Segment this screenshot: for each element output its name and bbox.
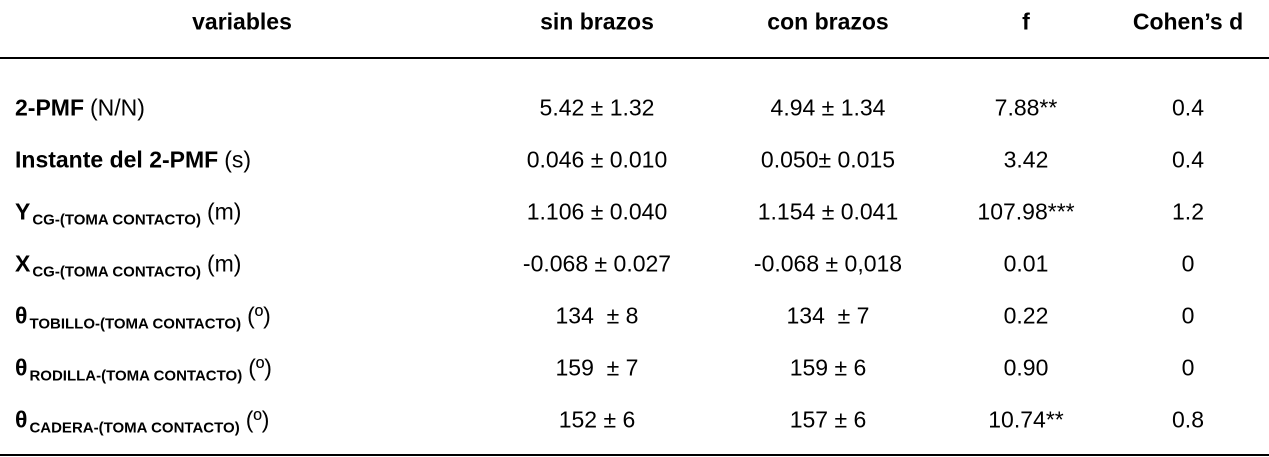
row-label: θ RODILLA-(TOMA CONTACTO) (º): [15, 354, 272, 385]
bottom-rule: [0, 454, 1269, 456]
column-header: Cohen’s d: [1132, 8, 1244, 35]
label-unit: (s): [224, 146, 252, 173]
label-main: θ: [15, 406, 28, 433]
table-cell: -0.068 ± 0,018: [753, 250, 903, 277]
table-cell: 1.106 ± 0.040: [526, 198, 668, 225]
table-cell: 0.22: [1003, 302, 1049, 329]
table-cell: 0: [1181, 250, 1195, 277]
label-main: θ: [15, 302, 28, 329]
label-main: Instante del 2-PMF: [15, 146, 219, 173]
label-unit: (º): [245, 406, 270, 433]
table-cell: 0: [1181, 302, 1195, 329]
label-unit: (º): [247, 302, 271, 329]
label-unit: (º): [248, 354, 272, 381]
table-cell: 0.4: [1172, 146, 1204, 173]
table-cell: 0.90: [1003, 354, 1049, 381]
label-unit: (N/N): [90, 94, 145, 121]
table-cell: 159 ± 7: [555, 354, 639, 381]
label-main: X: [15, 250, 31, 277]
table-cell: 152 ± 6: [558, 406, 636, 433]
row-label: X CG-(TOMA CONTACTO) (m): [15, 250, 242, 281]
row-label: 2-PMF (N/N): [15, 95, 145, 122]
label-subscript: TOBILLO-(TOMA CONTACTO): [29, 315, 242, 333]
label-main: θ: [15, 354, 28, 381]
label-unit: (m): [206, 250, 242, 277]
table-cell: 4.94 ± 1.34: [770, 94, 886, 121]
table-cell: 10.74**: [988, 406, 1064, 433]
label-main: 2-PMF: [15, 94, 84, 121]
table-cell: 5.42 ± 1.32: [539, 94, 655, 121]
table-cell: 0.8: [1172, 406, 1204, 433]
row-label: θ CADERA-(TOMA CONTACTO) (º): [15, 406, 270, 437]
table-cell: 107.98***: [977, 198, 1075, 225]
column-header: f: [1022, 8, 1030, 35]
table-cell: 0.046 ± 0.010: [526, 146, 668, 173]
label-subscript: CG-(TOMA CONTACTO): [32, 263, 201, 281]
table-cell: 3.42: [1003, 146, 1049, 173]
table-cell: 1.154 ± 0.041: [757, 198, 899, 225]
column-header: con brazos: [767, 8, 889, 35]
row-label: Y CG-(TOMA CONTACTO) (m): [15, 198, 242, 229]
table-cell: 0.050± 0.015: [760, 146, 896, 173]
label-unit: (m): [206, 198, 242, 225]
table-cell: 134 ± 7: [786, 302, 870, 329]
table-cell: 0.4: [1172, 94, 1204, 121]
table-cell: 159 ± 6: [789, 354, 867, 381]
label-subscript: CG-(TOMA CONTACTO): [32, 211, 201, 229]
table-cell: 1.2: [1172, 198, 1204, 225]
label-main: Y: [15, 198, 31, 225]
table-cell: -0.068 ± 0.027: [522, 250, 672, 277]
table-cell: 0.01: [1003, 250, 1049, 277]
table-cell: 7.88**: [994, 94, 1058, 121]
table-cell: 157 ± 6: [789, 406, 867, 433]
label-subscript: RODILLA-(TOMA CONTACTO): [29, 367, 243, 385]
table-cell: 0: [1181, 354, 1195, 381]
column-header: variables: [192, 8, 292, 35]
row-label: θ TOBILLO-(TOMA CONTACTO) (º): [15, 302, 271, 333]
label-subscript: CADERA-(TOMA CONTACTO): [29, 419, 240, 437]
table-cell: 134 ± 8: [555, 302, 639, 329]
header-rule: [0, 57, 1269, 59]
row-label: Instante del 2-PMF (s): [15, 147, 251, 174]
column-header: sin brazos: [540, 8, 654, 35]
